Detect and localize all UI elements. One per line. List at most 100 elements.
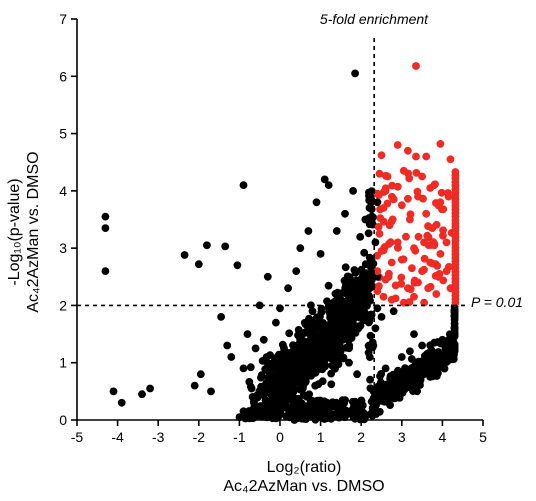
significant-point (410, 292, 418, 301)
data-point (282, 386, 291, 395)
data-point (364, 318, 373, 327)
data-point (308, 307, 317, 316)
significant-point (414, 278, 422, 287)
data-point (337, 409, 346, 417)
significant-point (399, 166, 408, 175)
data-point (298, 330, 307, 338)
significant-point (397, 201, 406, 210)
data-point (410, 330, 418, 338)
data-point (323, 338, 332, 347)
data-point (284, 284, 292, 293)
significant-point (399, 298, 408, 307)
data-point (207, 387, 215, 396)
data-point (364, 348, 373, 357)
significant-point (397, 273, 406, 282)
significant-point (379, 292, 388, 301)
data-point (357, 265, 366, 274)
y-tick-label: 6 (59, 68, 67, 84)
data-point (340, 309, 349, 318)
data-point (318, 377, 327, 386)
data-point (357, 401, 366, 410)
data-point (397, 353, 406, 361)
data-point (312, 359, 321, 368)
data-point (421, 352, 429, 360)
significant-point (418, 172, 426, 181)
data-point (278, 340, 287, 349)
y-ticks: 0 1 2 3 4 5 6 7 (59, 11, 77, 428)
data-point (331, 364, 339, 373)
significant-point (405, 174, 414, 183)
data-point (362, 294, 371, 302)
data-point (344, 334, 353, 343)
data-point (312, 198, 321, 207)
significant-point (410, 244, 418, 253)
data-point (418, 341, 426, 350)
data-point (426, 370, 435, 378)
significant-point (405, 298, 414, 306)
significant-point (375, 229, 384, 238)
significant-point (414, 192, 422, 201)
y-tick-label: 7 (59, 11, 67, 27)
data-point (194, 260, 203, 269)
data-point (341, 209, 349, 218)
y-axis-title-line2: Ac₄2AzMan vs. DMSO (25, 151, 42, 312)
data-point (438, 335, 447, 344)
data-point (342, 282, 351, 291)
data-point (292, 267, 301, 275)
data-point (285, 329, 294, 338)
data-point (283, 354, 291, 363)
data-point (361, 215, 370, 224)
data-point (274, 360, 283, 369)
significant-point (375, 169, 384, 178)
data-point (310, 328, 319, 336)
significant-point (420, 238, 428, 247)
data-point (311, 397, 320, 406)
data-point (341, 288, 350, 297)
data-point (364, 229, 373, 238)
data-point (101, 212, 110, 221)
data-point (366, 331, 375, 340)
significant-point (428, 224, 437, 233)
significant-point (418, 267, 426, 275)
data-point (246, 363, 255, 372)
significant-point (412, 169, 421, 177)
data-point (365, 253, 374, 262)
data-point (371, 324, 380, 333)
data-point (264, 368, 273, 376)
data-point (371, 238, 380, 247)
significant-point (426, 258, 435, 267)
data-point (340, 324, 348, 333)
data-point (381, 364, 390, 373)
data-point (350, 266, 359, 274)
data-point (356, 321, 365, 330)
data-point (377, 313, 386, 321)
data-point (434, 355, 443, 364)
data-point (348, 309, 356, 318)
data-point (373, 387, 382, 396)
significant-point (397, 255, 406, 264)
x-tick-label: 3 (398, 429, 406, 445)
data-point (377, 397, 385, 405)
data-point (117, 398, 126, 407)
data-point (391, 394, 399, 403)
data-point (227, 353, 236, 361)
data-point (318, 401, 327, 410)
data-point (415, 360, 424, 369)
significant-point (424, 284, 433, 293)
data-point (239, 181, 248, 190)
data-point (422, 358, 431, 367)
significant-point (439, 205, 448, 214)
data-point (257, 371, 266, 379)
data-point (373, 304, 382, 313)
data-point (310, 336, 319, 345)
data-point (412, 371, 421, 380)
data-point (324, 181, 333, 190)
significant-point (387, 295, 396, 304)
data-point (430, 338, 439, 347)
significant-point (451, 168, 460, 176)
data-point (327, 380, 336, 389)
significant-point (408, 264, 416, 273)
data-point (313, 313, 321, 322)
data-point (109, 387, 118, 396)
